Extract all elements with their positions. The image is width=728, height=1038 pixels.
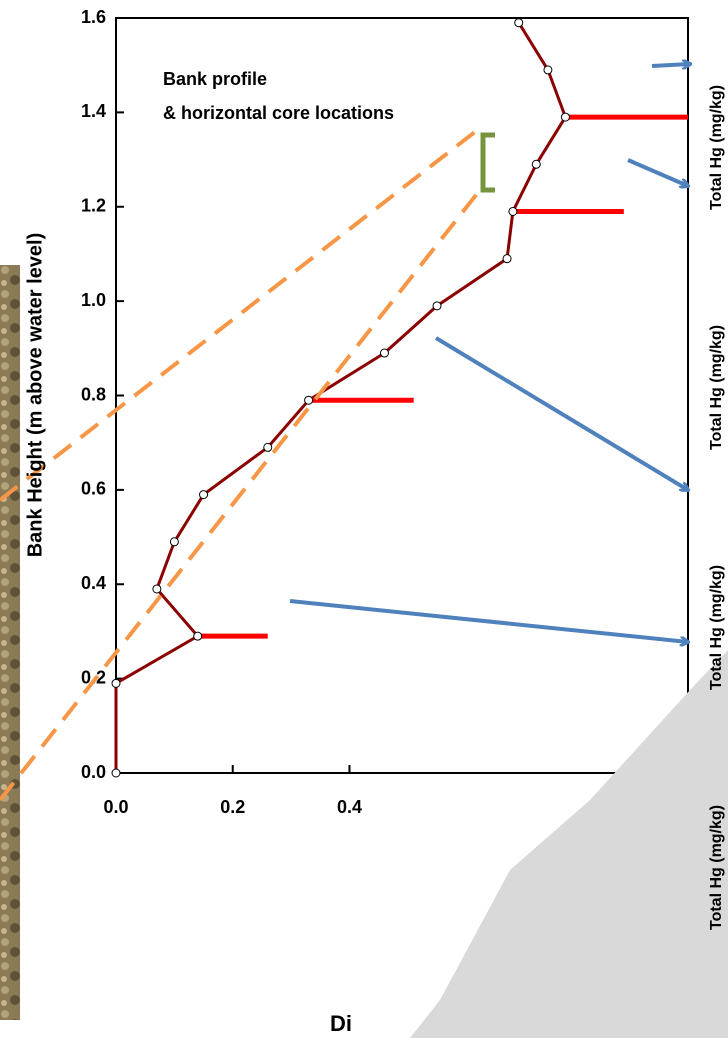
profile-point — [112, 769, 120, 777]
profile-point — [170, 538, 178, 546]
profile-point — [503, 255, 511, 263]
arrows — [290, 64, 690, 642]
overlay-shape — [410, 650, 728, 1038]
guides — [0, 128, 480, 800]
profile-point — [380, 349, 388, 357]
y-tick-label: 1.4 — [81, 101, 106, 121]
arrow — [436, 338, 688, 490]
x-axis-label: Di — [330, 1011, 352, 1036]
annotation: & horizontal core locations — [163, 103, 394, 123]
y-tick-label: 0.8 — [81, 384, 106, 404]
y-tick-label: 1.0 — [81, 290, 106, 310]
side-label: Total Hg (mg/kg) — [708, 85, 725, 210]
side-label: Total Hg (mg/kg) — [708, 565, 725, 690]
profile-point — [200, 491, 208, 499]
profile-point — [153, 585, 161, 593]
y-tick-label: 0.6 — [81, 479, 106, 499]
y-tick-label: 0.4 — [81, 573, 106, 593]
y-tick-label: 0.0 — [81, 762, 106, 782]
profile-point — [112, 679, 120, 687]
y-axis-label: Bank Height (m above water level) — [24, 233, 46, 558]
dashed-guide — [0, 190, 480, 800]
profile-point — [433, 302, 441, 310]
y-tick-label: 1.2 — [81, 196, 106, 216]
core-bracket — [483, 135, 495, 190]
x-tick-label: 0.2 — [220, 797, 245, 817]
arrow — [628, 160, 688, 186]
chart: 0.00.20.40.60.81.01.21.41.60.00.20.4 Ban… — [0, 0, 728, 1038]
x-tick-label: 0.0 — [103, 797, 128, 817]
dashed-guide — [0, 128, 480, 500]
profile-point — [515, 19, 523, 27]
side-label: Total Hg (mg/kg) — [708, 325, 725, 450]
plot-frame — [116, 18, 688, 773]
y-tick-label: 1.6 — [81, 7, 106, 27]
profile-point — [194, 632, 202, 640]
arrow — [652, 64, 690, 66]
profile-point — [509, 207, 517, 215]
photo-strip — [0, 265, 20, 1020]
annotation: Bank profile — [163, 69, 267, 89]
arrow — [290, 601, 688, 642]
profile-point — [264, 443, 272, 451]
profile-point — [561, 113, 569, 121]
x-tick-label: 0.4 — [337, 797, 362, 817]
profile-point — [305, 396, 313, 404]
profile-point — [532, 160, 540, 168]
profile-point — [544, 66, 552, 74]
side-label: Total Hg (mg/kg) — [708, 805, 725, 930]
